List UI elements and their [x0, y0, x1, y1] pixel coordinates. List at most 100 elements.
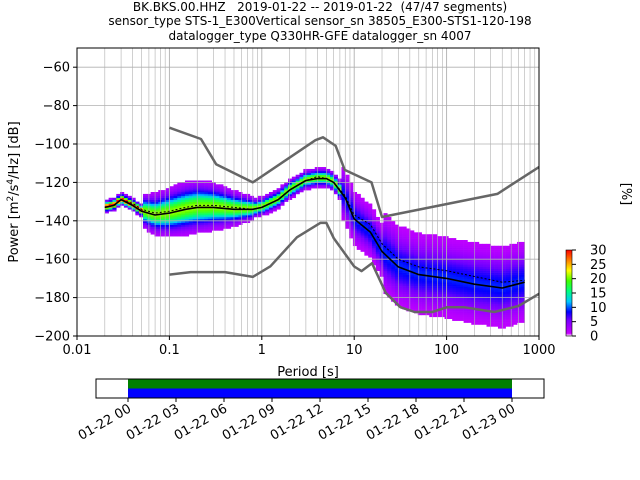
heatmap-cell: [494, 257, 499, 260]
heatmap-cell: [291, 180, 296, 183]
heatmap-cell: [257, 205, 262, 208]
heatmap-cell: [226, 188, 232, 191]
heatmap-cell: [417, 278, 422, 281]
heatmap-cell: [486, 324, 491, 327]
heatmap-cell: [517, 241, 522, 245]
heatmap-cell: [505, 324, 510, 327]
heatmap-cell: [200, 205, 205, 208]
heatmap-cell: [494, 282, 499, 285]
heatmap-cell: [154, 195, 159, 199]
heatmap-cell: [486, 303, 491, 306]
heatmap-cell: [471, 268, 476, 272]
heatmap-cell: [391, 240, 396, 243]
heatmap-cell: [452, 245, 457, 248]
heatmap-cell: [181, 188, 186, 191]
heatmap-cell: [425, 272, 430, 275]
heatmap-cell: [520, 255, 525, 258]
heatmap-cell: [440, 297, 445, 300]
heatmap-cell: [356, 232, 361, 235]
heatmap-cell: [234, 203, 239, 206]
heatmap-cell: [310, 174, 316, 177]
heatmap-cell: [352, 205, 358, 208]
heatmap-cell: [463, 266, 468, 270]
heatmap-cell: [429, 257, 434, 260]
heatmap-cell: [345, 220, 350, 224]
heatmap-cell: [425, 299, 430, 302]
heatmap-cell: [459, 264, 464, 268]
heatmap-cell: [310, 184, 316, 187]
heatmap-cell: [276, 188, 281, 191]
heatmap-cell: [383, 224, 388, 227]
heatmap-cell: [188, 193, 193, 197]
heatmap-cell: [364, 226, 369, 229]
heatmap-cell: [387, 228, 392, 231]
heatmap-cell: [112, 205, 117, 208]
heatmap-cell: [204, 207, 209, 210]
heatmap-cell: [490, 245, 495, 248]
heatmap-cell: [486, 299, 491, 302]
heatmap-cell: [291, 178, 296, 181]
colorbar-tick-label: 5: [590, 315, 598, 330]
heatmap-cell: [505, 288, 510, 291]
heatmap-cell: [307, 170, 312, 174]
heatmap-cell: [345, 207, 350, 210]
heatmap-cell: [291, 190, 296, 193]
heatmap-cell: [463, 255, 468, 258]
heatmap-cell: [204, 226, 209, 229]
heatmap-cell: [207, 180, 212, 183]
heatmap-cell: [173, 193, 178, 197]
heatmap-cell: [280, 192, 285, 195]
heatmap-cell: [459, 293, 464, 296]
heatmap-cell: [505, 270, 510, 273]
heatmap-cell: [173, 203, 178, 206]
heatmap-cell: [177, 193, 182, 197]
heatmap-cell: [177, 197, 182, 200]
heatmap-cell: [230, 211, 235, 214]
heatmap-cell: [417, 232, 422, 235]
heatmap-cell: [379, 268, 384, 272]
heatmap-cell: [482, 270, 487, 273]
heatmap-cell: [310, 170, 316, 174]
heatmap-cell: [387, 232, 392, 235]
heatmap-cell: [265, 211, 270, 214]
heatmap-cell: [501, 299, 506, 302]
heatmap-cell: [238, 199, 243, 202]
heatmap-cell: [425, 255, 430, 258]
heatmap-cell: [318, 174, 323, 177]
heatmap-cell: [421, 259, 426, 262]
heatmap-cell: [249, 207, 254, 210]
heatmap-cell: [459, 288, 464, 291]
heatmap-cell: [234, 199, 239, 202]
heatmap-cell: [219, 199, 224, 202]
heatmap-cell: [433, 261, 438, 264]
heatmap-cell: [352, 192, 358, 195]
heatmap-cell: [181, 228, 186, 231]
heatmap-cell: [490, 324, 495, 327]
heatmap-cell: [471, 280, 476, 283]
heatmap-cell: [364, 215, 369, 218]
heatmap-cell: [219, 186, 224, 189]
heatmap-cell: [436, 249, 442, 252]
high-noise-model-curve: [168, 126, 539, 219]
heatmap-cell: [169, 218, 174, 222]
heatmap-cell: [184, 222, 190, 225]
heatmap-cell: [356, 207, 361, 210]
heatmap-cell: [497, 291, 503, 295]
heatmap-cell: [463, 278, 468, 281]
heatmap-cell: [150, 205, 155, 208]
heatmap-cell: [429, 245, 434, 248]
heatmap-cell: [520, 293, 525, 296]
heatmap-cell: [425, 243, 430, 247]
heatmap-cell: [173, 190, 178, 193]
heatmap-cell: [421, 301, 426, 304]
heatmap-cell: [501, 284, 506, 287]
heatmap-cell: [333, 186, 338, 189]
heatmap-cell: [425, 247, 430, 250]
heatmap-cell: [226, 197, 232, 200]
heatmap-cell: [505, 263, 510, 266]
heatmap-cell: [219, 203, 224, 206]
heatmap-cell: [463, 311, 468, 314]
heatmap-cell: [345, 186, 350, 189]
heatmap-cell: [490, 280, 495, 283]
heatmap-cell: [440, 293, 445, 296]
